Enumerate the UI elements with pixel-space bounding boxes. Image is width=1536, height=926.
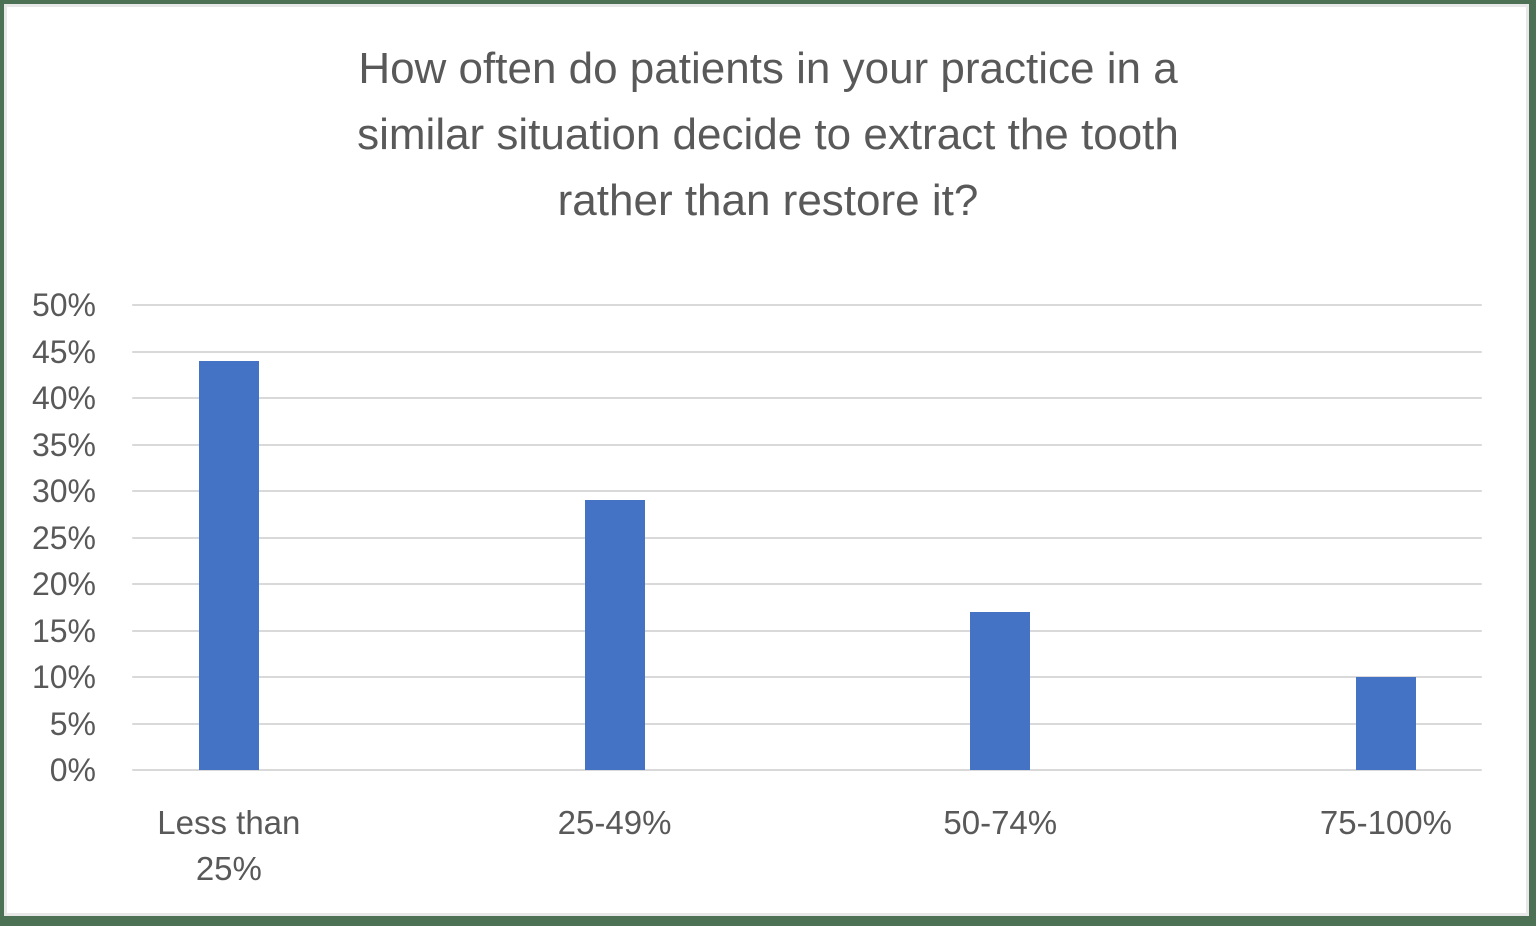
bar-50-74 [970, 611, 1031, 770]
gridline-0% [132, 769, 1482, 771]
gridline-35% [132, 443, 1482, 446]
y-axis-tick-label: 15% [31, 612, 96, 649]
x-axis-label-less-than-25: Less than 25% [157, 804, 301, 887]
gridline-10% [132, 676, 1482, 678]
x-axis-label-75-100: 75-100% [1319, 804, 1452, 841]
y-axis-tick-label: 30% [31, 473, 96, 509]
chart-title: How often do patients in your practice i… [0, 36, 1536, 234]
y-axis-tick-label: 20% [31, 566, 96, 602]
bar-25-49 [584, 500, 645, 770]
gridline-20% [132, 583, 1482, 585]
bar-less-than-25 [198, 360, 259, 770]
y-axis-tick-label: 5% [49, 705, 96, 742]
gridline-5% [132, 722, 1482, 725]
gridline-40% [132, 397, 1482, 399]
gridline-30% [132, 490, 1482, 492]
x-axis-label-50-74: 50-74% [943, 804, 1058, 841]
gridline-45% [132, 350, 1482, 353]
gridline-50% [132, 304, 1482, 306]
gridline-25% [132, 536, 1482, 539]
gridline-15% [132, 629, 1482, 632]
bar-75-100 [1355, 677, 1416, 770]
y-axis-tick-label: 0% [49, 752, 96, 788]
y-axis-tick-label: 45% [31, 333, 96, 370]
y-axis-tick-label: 40% [31, 380, 96, 416]
x-axis-label-25-49: 25-49% [557, 804, 672, 841]
chart-title-line: rather than restore it? [557, 176, 979, 225]
chart-title-line: How often do patients in your practice i… [358, 44, 1178, 93]
y-axis-tick-label: 35% [31, 426, 96, 463]
chart-title-line: similar situation decide to extract the … [357, 110, 1179, 159]
y-axis-tick-label: 25% [31, 519, 96, 556]
y-axis-tick-label: 10% [31, 659, 96, 695]
y-axis-tick-label: 50% [31, 287, 96, 323]
